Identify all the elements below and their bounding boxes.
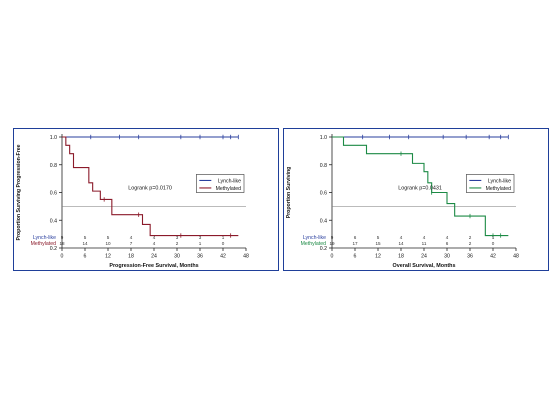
x-tick-label: 18 xyxy=(128,254,134,260)
y-tick-label: 0.2 xyxy=(50,246,57,252)
y-tick-label: 1.0 xyxy=(50,135,57,141)
risk-table-row-label: Lynch-like xyxy=(303,235,326,241)
x-tick-label: 18 xyxy=(398,254,404,260)
risk-table-cell: 9 xyxy=(331,235,334,240)
risk-table-cell: 1 xyxy=(199,241,202,246)
risk-table-cell: 5 xyxy=(377,235,380,240)
risk-table-cell: 5 xyxy=(107,235,110,240)
risk-table-row-label: Lynch-like xyxy=(33,235,56,241)
risk-table-cell: 2 xyxy=(469,235,472,240)
risk-table-cell: 6 xyxy=(354,235,357,240)
x-tick-label: 48 xyxy=(513,254,519,260)
risk-table-cell: 14 xyxy=(82,241,88,246)
risk-table-cell: 15 xyxy=(375,241,381,246)
risk-table-cell: 4 xyxy=(130,235,133,240)
risk-table-cell: 4 xyxy=(423,235,426,240)
x-tick-label: 48 xyxy=(243,254,249,260)
x-tick-label: 6 xyxy=(354,254,357,260)
risk-table-cell: 1 xyxy=(222,235,225,240)
y-axis-label: Proportion Surviving xyxy=(286,167,292,219)
x-tick-label: 24 xyxy=(151,254,157,260)
risk-table-cell: 7 xyxy=(130,241,133,246)
y-tick-label: 0.4 xyxy=(320,218,327,224)
risk-table-cell: 4 xyxy=(153,241,156,246)
risk-table-cell: 19 xyxy=(329,241,335,246)
y-tick-label: 0.6 xyxy=(50,191,57,197)
series-line-1 xyxy=(62,136,239,237)
x-tick-label: 12 xyxy=(105,254,111,260)
legend-label-0: Lynch-like xyxy=(488,178,511,184)
risk-table-cell: 0 xyxy=(492,241,495,246)
km-chart-pfs: 0.2 0.4 0.6 0.8 1.0 Proportion Surviving Prog… xyxy=(16,134,249,269)
logrank-annotation: Logrank p=0.0170 xyxy=(128,186,172,192)
x-tick-label: 42 xyxy=(220,254,226,260)
y-tick-label: 0.2 xyxy=(320,246,327,252)
risk-table-cell: 9 xyxy=(61,235,64,240)
x-tick-label: 36 xyxy=(197,254,203,260)
x-tick-label: 42 xyxy=(490,254,496,260)
risk-table-cell: 10 xyxy=(105,241,111,246)
x-tick-label: 30 xyxy=(174,254,180,260)
y-tick-label: 0.6 xyxy=(320,191,327,197)
risk-table-row-label: Methylated xyxy=(31,241,56,247)
y-tick-label: 0.8 xyxy=(50,163,57,169)
x-tick-label: 6 xyxy=(84,254,87,260)
x-tick-label: 30 xyxy=(444,254,450,260)
x-axis-label: Progression-Free Survival, Months xyxy=(109,263,198,269)
risk-table-cell: 1 xyxy=(492,235,495,240)
risk-table-cell: 11 xyxy=(422,241,427,246)
risk-table-row-label: Methylated xyxy=(301,241,326,247)
legend-label-0: Lynch-like xyxy=(218,178,241,184)
x-tick-label: 12 xyxy=(375,254,381,260)
x-tick-label: 0 xyxy=(331,254,334,260)
chart-panel-pfs: 0.2 0.4 0.6 0.8 1.0 Proportion Surviving Prog… xyxy=(13,128,279,271)
risk-table-cell: 3 xyxy=(176,235,179,240)
risk-table-cell: 2 xyxy=(469,241,472,246)
risk-table-cell: 17 xyxy=(352,241,358,246)
y-axis-label: Proportion Surviving Progression-Free xyxy=(16,144,22,240)
risk-table-cell: 5 xyxy=(84,235,87,240)
logrank-annotation: Logrank p=0.0431 xyxy=(398,186,442,192)
risk-table-cell: 0 xyxy=(222,241,225,246)
x-tick-label: 36 xyxy=(467,254,473,260)
risk-table-cell: 18 xyxy=(59,241,65,246)
risk-table-cell: 2 xyxy=(176,241,179,246)
risk-table-cell: 6 xyxy=(446,241,449,246)
x-axis-label: Overall Survival, Months xyxy=(393,263,456,269)
y-tick-label: 0.8 xyxy=(320,163,327,169)
series-line-1 xyxy=(332,136,509,237)
risk-table-cell: 4 xyxy=(153,235,156,240)
risk-table-cell: 4 xyxy=(400,235,403,240)
y-tick-label: 0.4 xyxy=(50,218,57,224)
chart-panel-os: 0.2 0.4 0.6 0.8 1.0 Proportion Surviving 0 6 12 1… xyxy=(283,128,549,271)
risk-table-cell: 14 xyxy=(398,241,404,246)
legend-label-1: Methylated xyxy=(216,186,241,192)
legend-label-1: Methylated xyxy=(486,186,511,192)
risk-table-cell: 4 xyxy=(446,235,449,240)
x-tick-label: 0 xyxy=(61,254,64,260)
y-tick-label: 1.0 xyxy=(320,135,327,141)
x-tick-label: 24 xyxy=(421,254,427,260)
risk-table-cell: 3 xyxy=(199,235,202,240)
